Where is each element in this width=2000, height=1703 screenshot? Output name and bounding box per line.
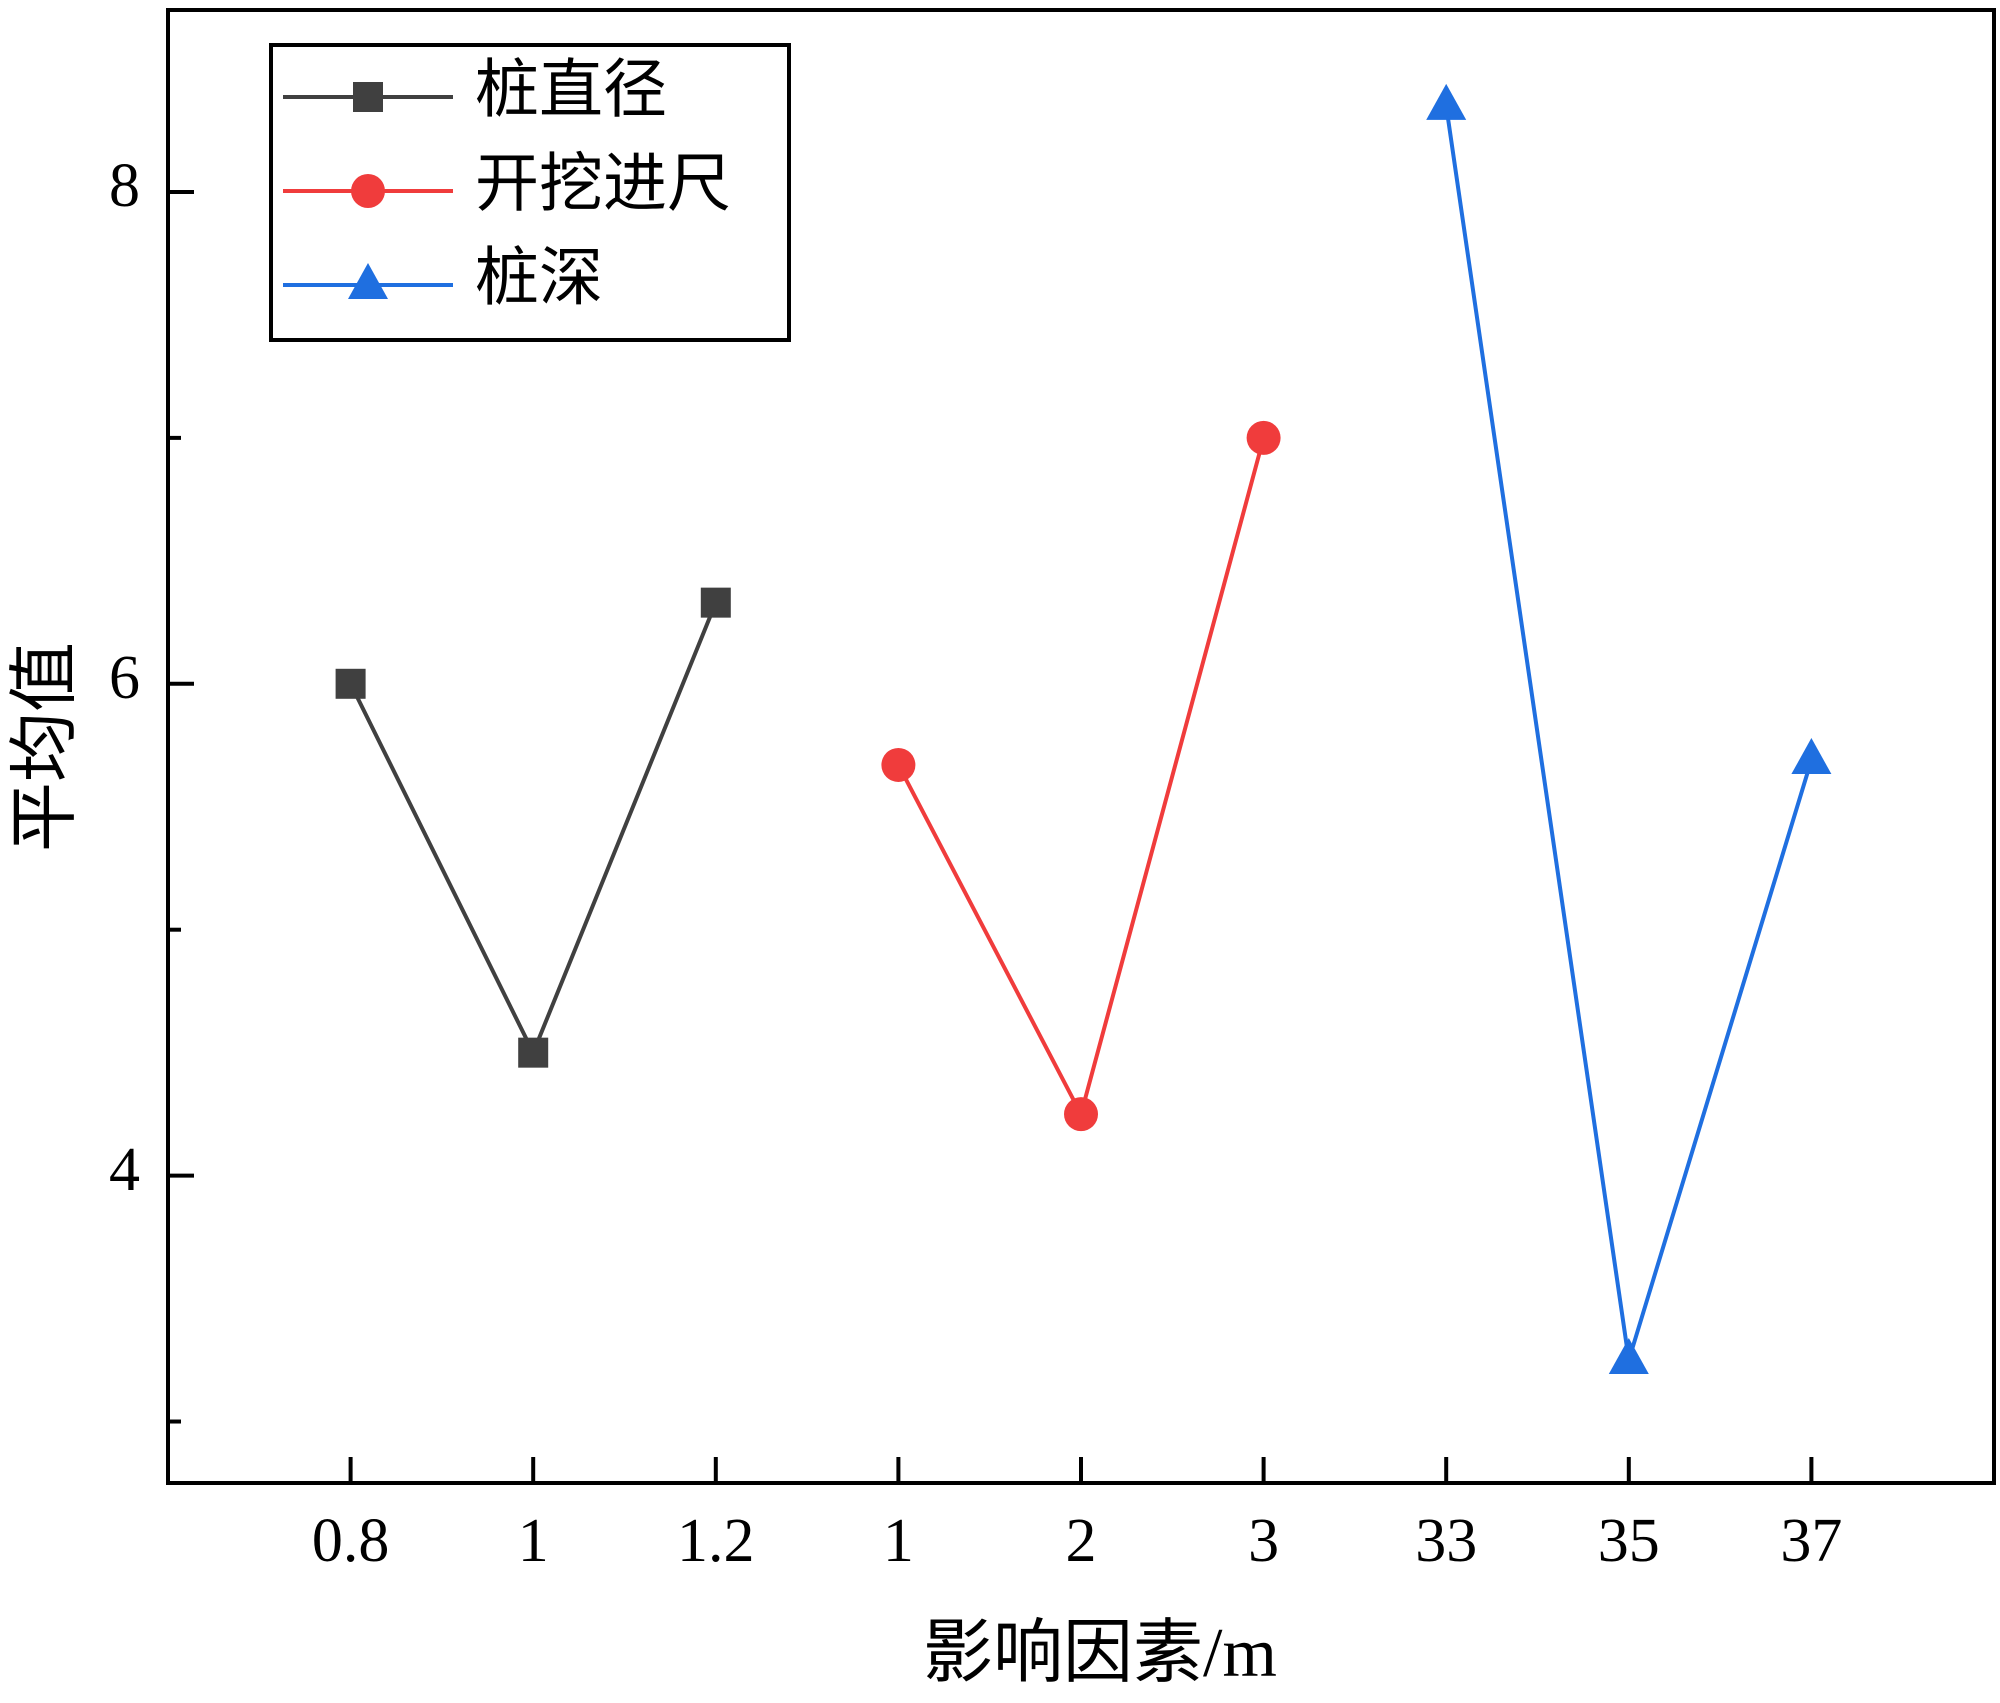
- x-tick-label: 0.8: [312, 1507, 390, 1575]
- x-tick-label: 1: [883, 1507, 914, 1575]
- series-line: [348, 601, 718, 1058]
- x-tick-label: 1.2: [677, 1507, 755, 1575]
- data-point: [1426, 83, 1467, 120]
- x-tick-label: 1: [518, 1507, 549, 1575]
- data-point: [335, 668, 366, 699]
- data-point: [1064, 1097, 1098, 1132]
- data-point: [881, 747, 916, 782]
- legend-marker: [348, 263, 388, 299]
- y-axis-label: 平均值: [7, 642, 84, 852]
- x-tick-label: 33: [1415, 1507, 1477, 1575]
- legend-label: 桩直径: [475, 55, 667, 126]
- legend-marker: [353, 82, 383, 112]
- data-point: [1791, 738, 1832, 775]
- legend-label: 桩深: [475, 243, 603, 314]
- series-line: [1444, 105, 1814, 1361]
- data-point: [700, 587, 731, 618]
- x-axis-label: 影响因素/m: [923, 1615, 1277, 1692]
- x-tick-label: 2: [1066, 1507, 1097, 1575]
- data-point: [1246, 420, 1281, 455]
- y-tick-label: 8: [109, 152, 140, 220]
- x-tick-label: 37: [1780, 1507, 1842, 1575]
- data-point: [518, 1037, 549, 1068]
- series-line: [896, 437, 1266, 1120]
- y-tick-label: 4: [109, 1136, 140, 1204]
- legend-marker: [351, 174, 385, 208]
- x-tick-label: 3: [1248, 1507, 1279, 1575]
- data-point: [1608, 1338, 1649, 1375]
- x-tick-label: 35: [1598, 1507, 1660, 1575]
- y-tick-label: 6: [109, 644, 140, 712]
- legend-label: 开挖进尺: [475, 149, 731, 220]
